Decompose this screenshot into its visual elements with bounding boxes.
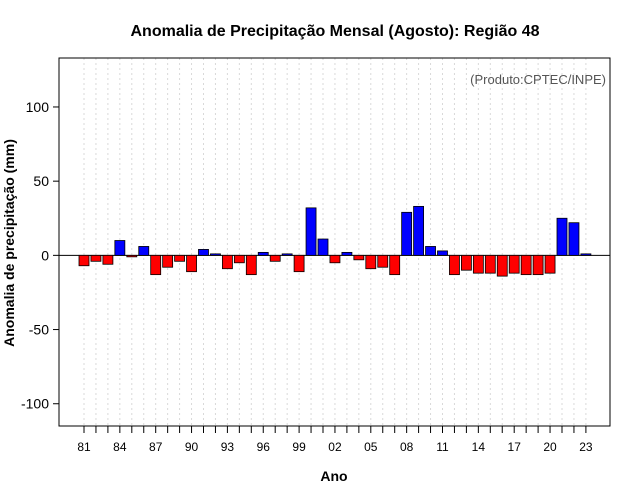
x-tick-label: 84 [113, 440, 127, 454]
bar-98 [281, 253, 293, 256]
bar-06 [377, 254, 389, 268]
y-axis: -100 -50 0 50 100 [21, 99, 59, 412]
bar-07 [389, 254, 401, 276]
y-tick-label: 0 [41, 247, 49, 263]
bar-00 [305, 207, 317, 256]
bar-10 [425, 246, 436, 256]
bar-86 [138, 246, 150, 256]
bar-89 [174, 254, 186, 262]
bar-87 [150, 254, 162, 276]
bar-01 [317, 238, 329, 256]
y-axis-title: Anomalia de precipitação (mm) [1, 139, 17, 347]
x-tick-label: 99 [292, 440, 306, 454]
bar-04 [353, 254, 365, 261]
bar-84 [114, 240, 126, 256]
bar-21 [556, 217, 568, 256]
bar-19 [532, 254, 544, 276]
x-tick-label: 20 [543, 440, 557, 454]
x-tick-label: 14 [472, 440, 486, 454]
bar-05 [365, 254, 377, 270]
x-axis: 81 84 87 90 93 96 99 02 05 08 11 14 17 20 23 [77, 426, 593, 454]
bar-81 [78, 254, 90, 267]
y-tick-label: 50 [33, 173, 49, 189]
bar-13 [460, 254, 472, 271]
y-tick-label: -50 [29, 322, 49, 338]
credit-label: (Produto:CPTEC/INPE) [470, 72, 606, 87]
bar-94 [233, 254, 245, 264]
x-tick-label: 17 [508, 440, 522, 454]
x-tick-label: 08 [400, 440, 414, 454]
y-tick-label: -100 [21, 396, 49, 412]
x-tick-label: 23 [579, 440, 593, 454]
bar-15 [484, 254, 496, 274]
bar-83 [102, 254, 114, 265]
bar-16 [496, 254, 508, 277]
bar-14 [472, 254, 484, 274]
bar-02 [329, 254, 341, 264]
y-tick-label: 100 [26, 99, 50, 115]
bar-90 [186, 254, 197, 273]
bar-20 [544, 254, 556, 274]
bar-03 [341, 251, 353, 256]
bar-93 [221, 254, 233, 270]
grid-lines [83, 58, 587, 426]
bar-09 [413, 205, 425, 256]
bar-85 [126, 254, 138, 258]
x-tick-label: 87 [149, 440, 163, 454]
bar-92 [210, 253, 221, 256]
x-tick-label: 81 [77, 440, 91, 454]
bar-88 [162, 254, 174, 268]
bar-97 [269, 254, 281, 262]
bar-82 [90, 254, 102, 262]
bar-08 [401, 211, 413, 256]
bar-22 [568, 222, 580, 256]
x-tick-label: 93 [221, 440, 235, 454]
bar-12 [449, 254, 460, 276]
x-tick-label: 02 [328, 440, 342, 454]
x-tick-label: 96 [257, 440, 271, 454]
bar-18 [520, 254, 532, 276]
x-tick-label: 11 [436, 440, 449, 454]
bar-95 [245, 254, 257, 276]
bar-96 [257, 251, 269, 256]
bar-91 [198, 249, 209, 256]
bar-23 [580, 253, 592, 256]
bars [78, 205, 592, 277]
x-tick-label: 90 [185, 440, 199, 454]
bar-11 [437, 250, 448, 256]
chart-title: Anomalia de Precipitação Mensal (Agosto)… [131, 23, 540, 40]
x-tick-label: 05 [364, 440, 378, 454]
bar-99 [293, 254, 305, 273]
bar-17 [508, 254, 520, 274]
x-axis-title: Ano [320, 468, 347, 484]
